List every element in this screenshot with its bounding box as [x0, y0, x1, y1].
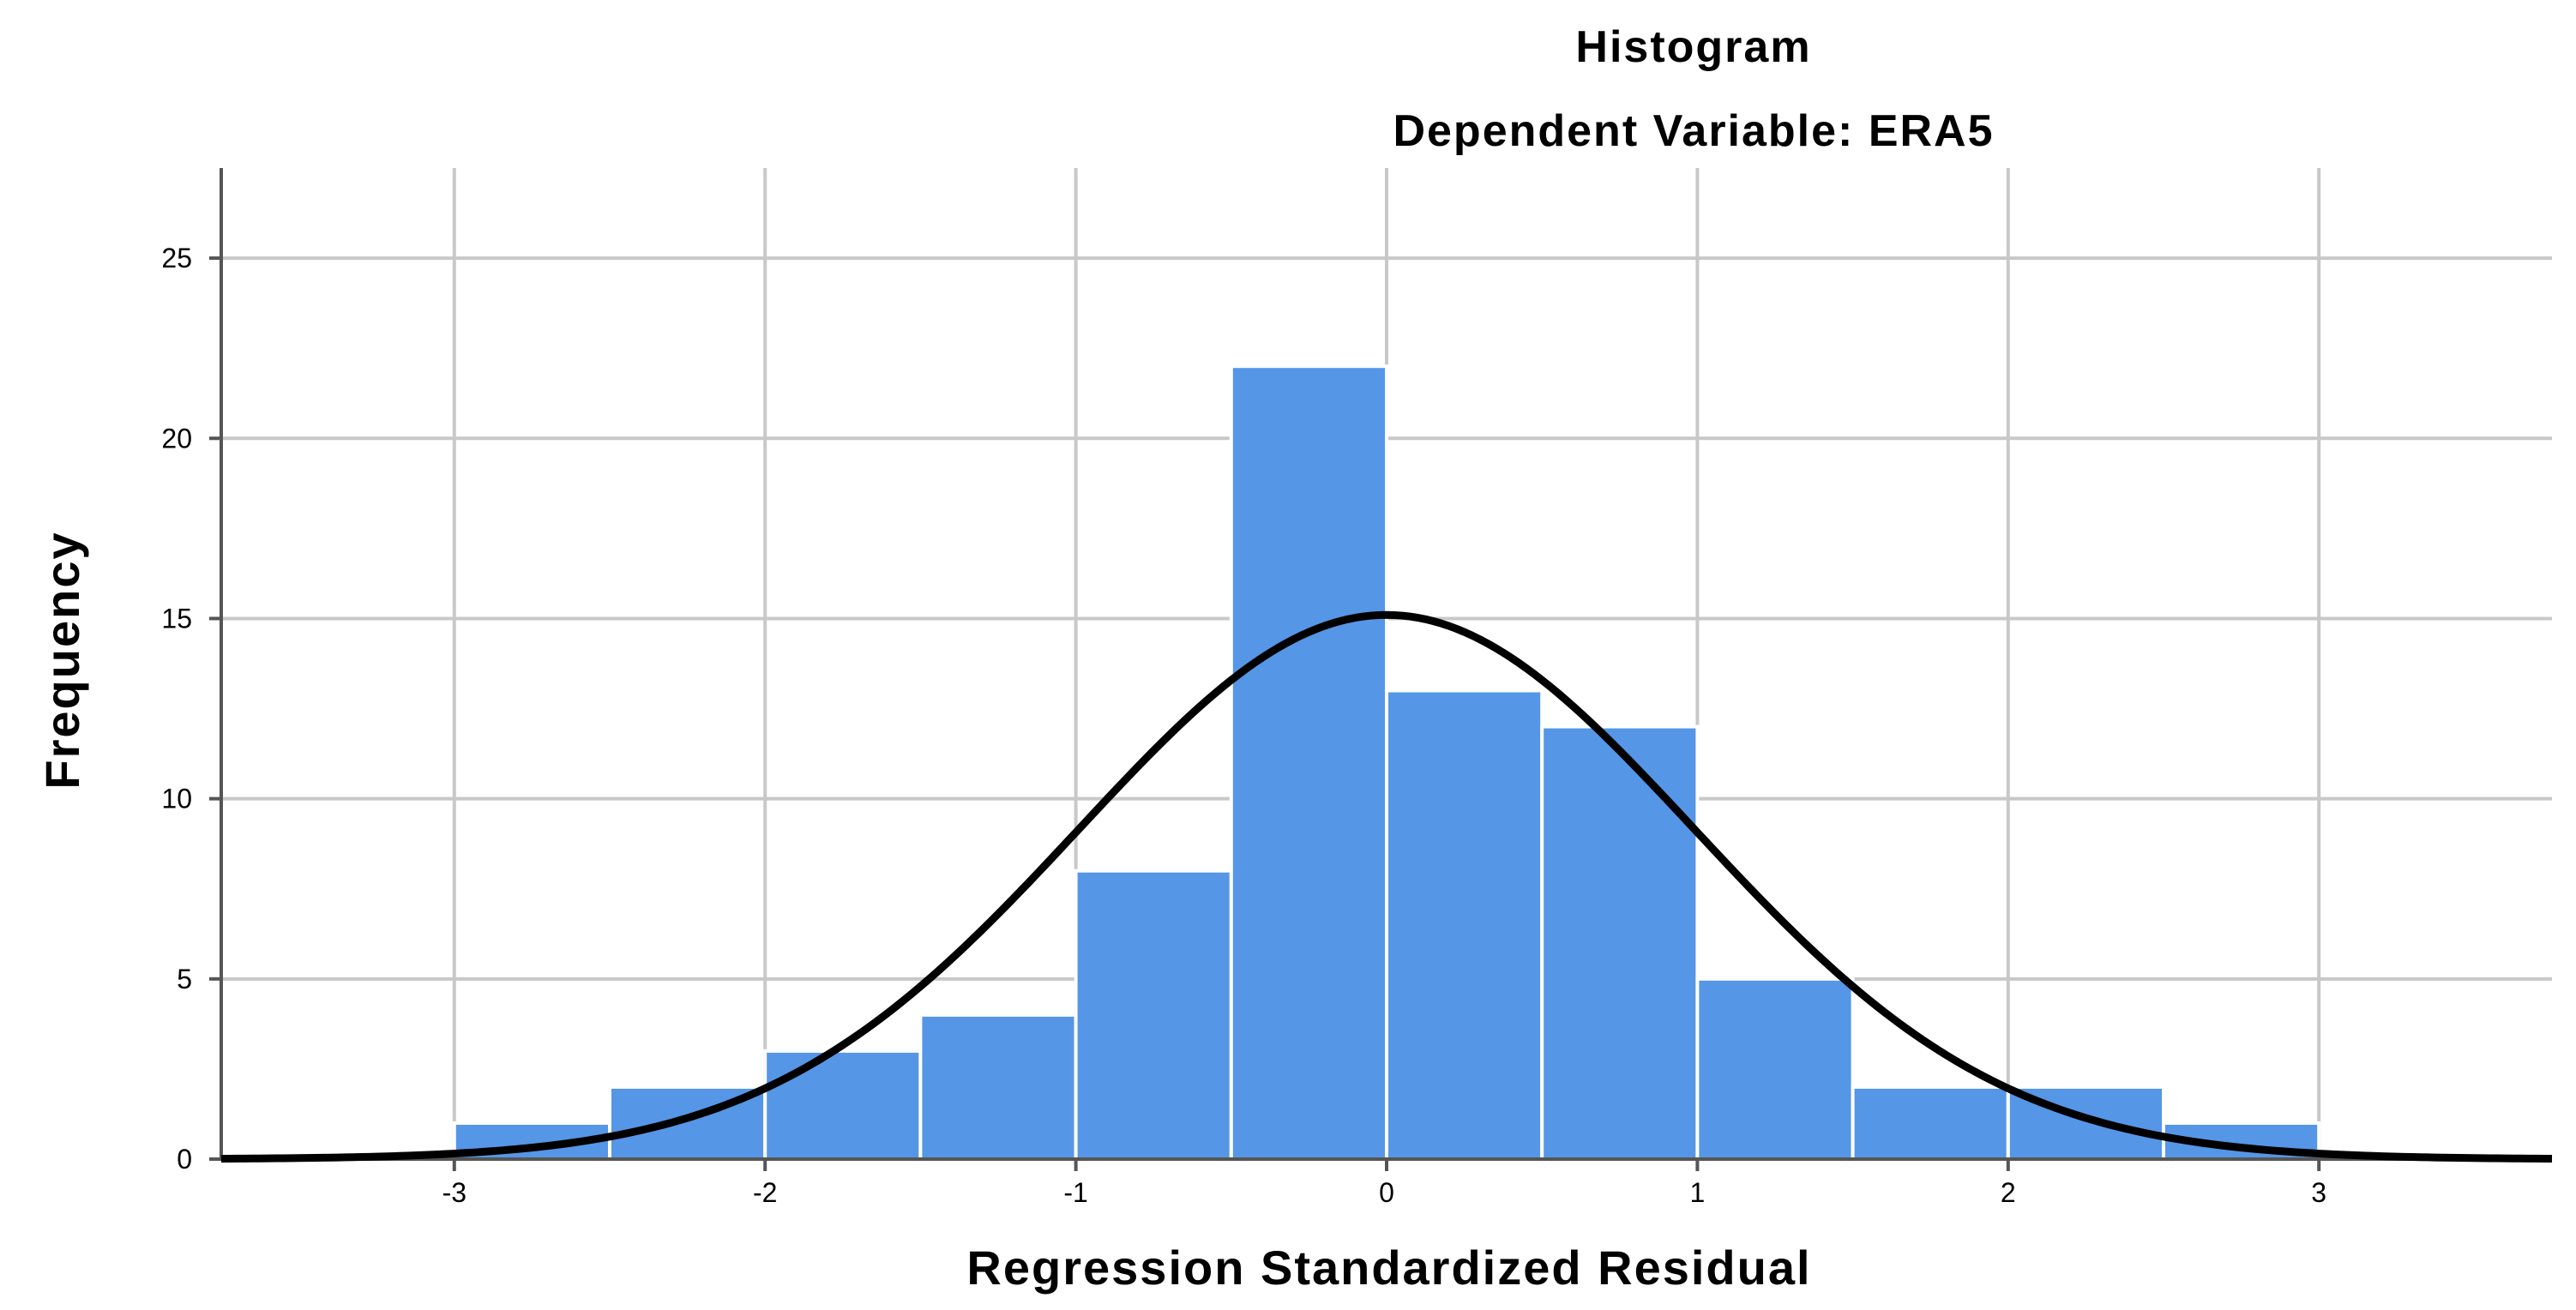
y-tick-label: 15	[161, 603, 192, 634]
grid-layer	[221, 168, 2552, 1159]
tick-layer: 0 5 10 15 20 25 -3 -2 -1 0 1 2 3	[161, 243, 2326, 1208]
y-tick-label: 10	[161, 784, 192, 814]
histogram-bar	[1540, 724, 1700, 1162]
curve-layer	[220, 610, 2553, 1163]
x-axis-label: Regression Standardized Residual	[966, 1241, 1811, 1295]
histogram-bar	[1385, 688, 1544, 1161]
histogram-bar	[918, 1013, 1078, 1161]
y-axis-label: Frequency	[35, 531, 89, 789]
x-tick-label: -3	[442, 1177, 466, 1208]
x-tick-label: 2	[2001, 1177, 2016, 1208]
bars-layer	[452, 364, 2321, 1162]
histogram-bar	[1695, 976, 1855, 1162]
y-tick-label: 5	[177, 964, 192, 995]
chart-subtitle: Dependent Variable: ERA5	[1393, 106, 1994, 156]
x-tick-label: 1	[1690, 1177, 1706, 1208]
x-tick-label: 3	[2311, 1177, 2326, 1208]
histogram-bar	[1851, 1085, 2010, 1161]
y-tick-label: 20	[161, 423, 192, 454]
x-tick-label: 0	[1379, 1177, 1394, 1208]
y-tick-label: 0	[177, 1144, 192, 1175]
histogram-bar	[1074, 868, 1233, 1162]
histogram-bar	[763, 1049, 923, 1161]
normal-curve	[220, 610, 2553, 1163]
y-tick-label: 25	[161, 243, 192, 273]
histogram-bar	[1229, 364, 1389, 1161]
x-tick-label: -2	[753, 1177, 777, 1208]
x-tick-label: -1	[1063, 1177, 1087, 1208]
chart-title: Histogram	[1575, 22, 1811, 72]
